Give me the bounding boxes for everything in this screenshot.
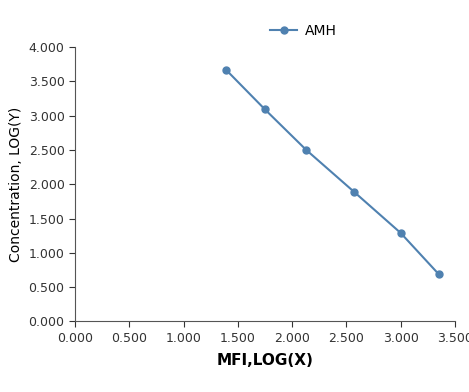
AMH	[398, 230, 403, 235]
Line: AMH: AMH	[222, 66, 442, 278]
Legend: AMH: AMH	[264, 18, 342, 44]
AMH	[223, 67, 229, 72]
AMH	[262, 107, 268, 112]
X-axis label: MFI,LOG(X): MFI,LOG(X)	[217, 353, 313, 368]
AMH	[351, 189, 357, 194]
AMH	[436, 272, 441, 276]
Y-axis label: Concentration, LOG(Y): Concentration, LOG(Y)	[9, 107, 23, 262]
AMH	[303, 148, 309, 152]
